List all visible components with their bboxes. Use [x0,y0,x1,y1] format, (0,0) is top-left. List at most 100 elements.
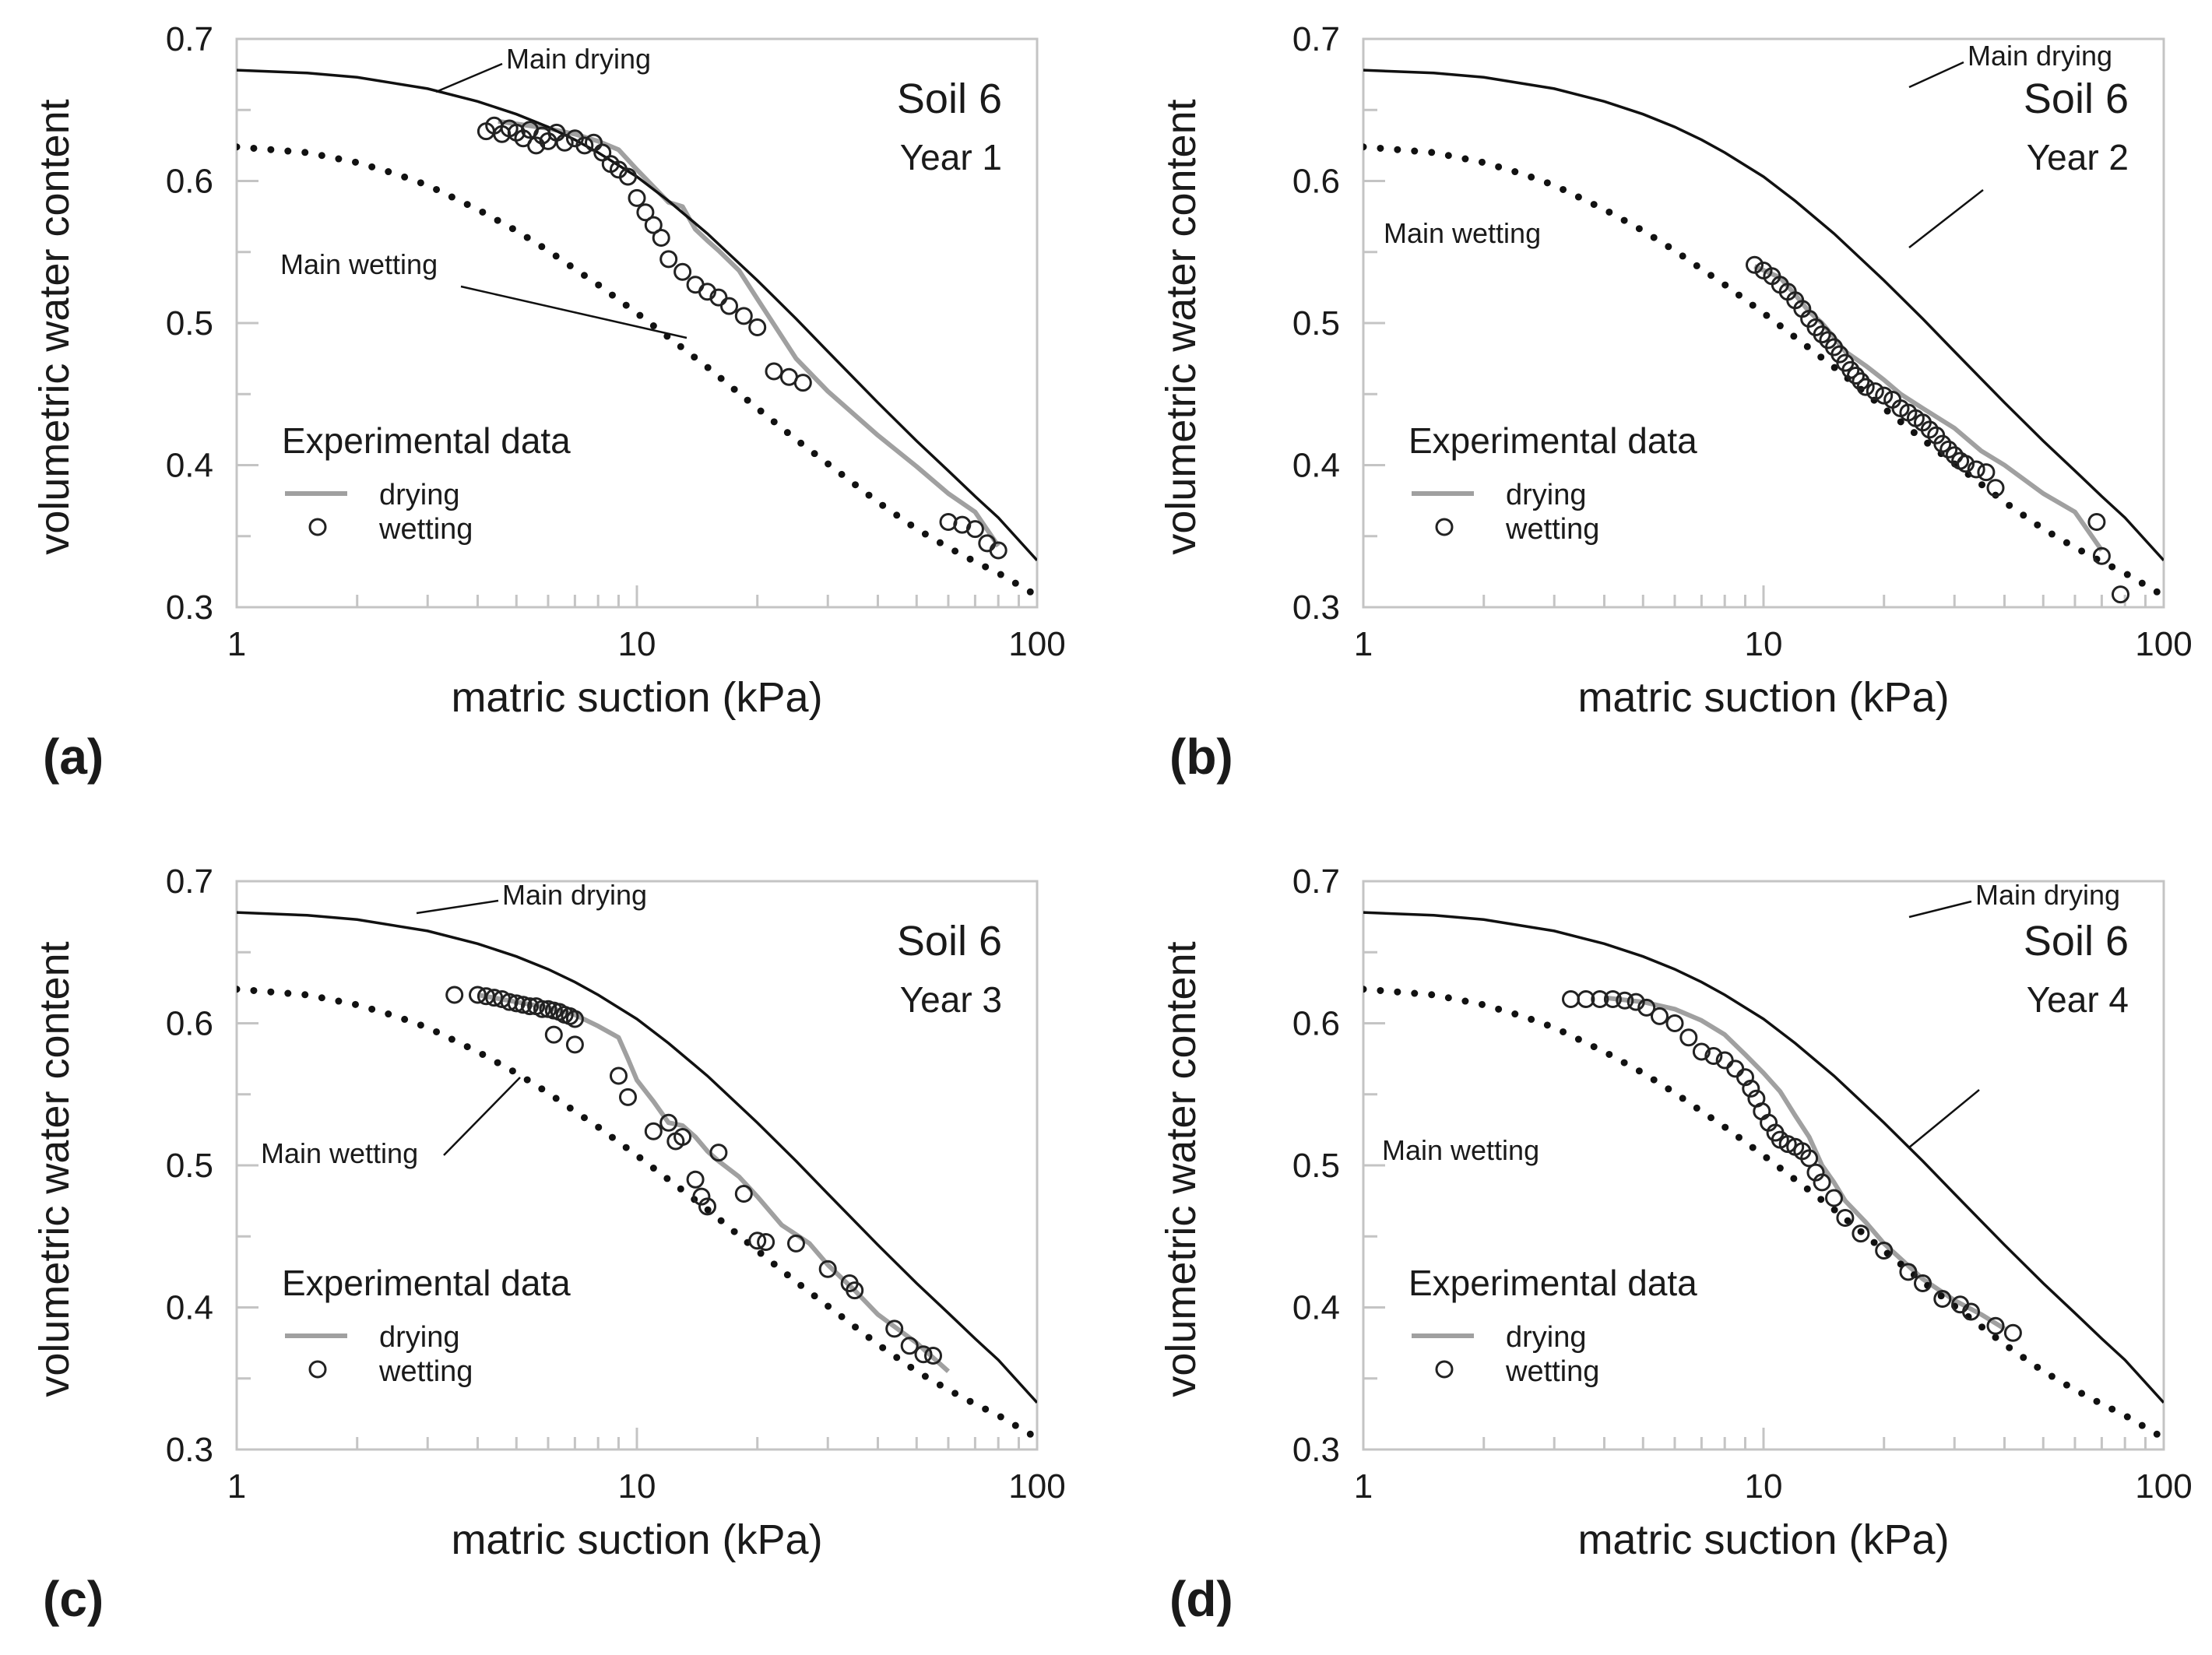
wetting-point [1852,1225,1870,1243]
y-tick-label: 0.7 [1292,863,1340,901]
chart-title: Soil 6 [2024,918,2129,965]
y-tick-label: 0.4 [166,447,213,485]
wetting-point [445,986,464,1004]
wetting-point [1914,1274,1932,1292]
y-tick-label: 0.5 [166,304,213,343]
chart-subtitle: Year 1 [900,137,1002,177]
y-tick-label: 0.6 [166,163,213,201]
wetting-point [628,188,646,207]
wetting-point [765,362,783,381]
drying-data-line [477,993,951,1373]
plot-frame [235,37,1039,609]
wetting-point [636,203,655,222]
legend-drying-label: drying [1506,1321,1587,1354]
main-drying-curve [237,911,1037,1404]
x-tick-label: 1 [1354,625,1373,663]
wetting-point [757,1233,775,1251]
wetting-point [734,307,753,325]
chart-subtitle: Year 2 [2027,137,2129,177]
legend-wetting-swatch [308,518,327,536]
wetting-point [846,1281,864,1300]
wetting-point [1704,1047,1723,1065]
wetting-point [978,534,997,553]
y-axis-title: volumetric water content [1158,941,1204,1397]
chart-subtitle: Year 4 [2027,979,2129,1020]
wetting-point [900,1337,919,1355]
x-axis-title: matric suction (kPa) [451,674,822,721]
wetting-point [720,297,738,315]
chart-title: Soil 6 [2024,76,2129,122]
main-wetting-annotation: Main wetting [1384,217,1541,249]
wetting-point [885,1319,904,1338]
y-tick-label: 0.7 [166,863,213,901]
wetting-point [507,994,526,1013]
x-tick-label: 1 [1354,1467,1373,1506]
y-tick-label: 0.7 [166,20,213,58]
main-wetting-leader [1908,189,1984,248]
panel-label: (d) [1169,1571,1233,1627]
wetting-point [1591,990,1609,1008]
legend-wetting-swatch [1435,518,1454,536]
wetting-point [1692,1042,1711,1061]
wetting-point [1875,386,1894,405]
wetting-point [2003,1323,2022,1342]
main-wetting-curve [1363,986,2164,1442]
wetting-point [555,133,574,152]
wetting-point [1746,255,1764,274]
wetting-point [748,318,767,336]
wetting-point [544,1025,563,1044]
legend-wetting-swatch [1435,1360,1454,1379]
legend-wetting-label: wetting [378,513,473,546]
wetting-point [673,262,692,281]
wetting-point [709,288,728,307]
wetting-point [1847,367,1865,385]
main-drying-leader [1908,61,1964,89]
main-drying-leader [435,62,503,93]
main-wetting-annotation: Main wetting [280,248,438,280]
x-axis-title: matric suction (kPa) [1577,674,1949,721]
wetting-point [644,1122,663,1140]
panel-label: (c) [43,1571,104,1627]
wetting-point [1986,1316,2005,1335]
wetting-point [1939,440,1958,459]
panel-b: 0.3 0.4 0.5 0.6 0.7 1 10 100 matric suction (kPa… [1158,20,2193,785]
wetting-point [1562,990,1580,1008]
main-wetting-annotation: Main wetting [1382,1134,1539,1166]
legend-wetting-label: wetting [1505,513,1599,546]
chart-title: Soil 6 [897,918,1002,965]
wetting-point [1962,1302,1980,1321]
wetting-point [469,986,487,1004]
main-wetting-curve [1363,143,2164,599]
wetting-point [1933,434,1952,453]
wetting-point [652,229,670,247]
wetting-point [514,996,533,1014]
wetting-point [1726,1059,1745,1078]
wetting-point [965,520,984,539]
legend-title: Experimental data [282,1263,571,1303]
wetting-point [1852,372,1870,391]
wetting-point [1637,998,1656,1017]
wetting-point [1899,1263,1918,1281]
wetting-point [686,1170,705,1189]
wetting-point [2087,513,2106,531]
x-tick-label: 100 [1008,1467,1065,1506]
main-wetting-leader [460,285,688,339]
y-axis-title: volumetric water content [31,941,78,1397]
wetting-point [734,1185,753,1203]
wetting-point [527,136,546,155]
wetting-point [1841,360,1860,379]
wetting-point [610,1066,628,1085]
wetting-point [1813,325,1831,344]
wetting-point [1825,1189,1843,1207]
wetting-point [1742,1079,1760,1098]
drying-data-line [498,118,1000,548]
y-tick-label: 0.3 [1292,1431,1340,1469]
main-wetting-curve [237,986,1037,1442]
panel-c: 0.3 0.4 0.5 0.6 0.7 1 10 100 matric suction (kPa… [31,863,1066,1627]
main-drying-annotation: Main drying [502,879,647,911]
legend-drying-label: drying [379,479,460,511]
y-tick-label: 0.4 [166,1289,213,1327]
wetting-point [914,1345,933,1364]
y-tick-label: 0.3 [166,1431,213,1469]
panel-a: 0.3 0.4 0.5 0.6 0.7 1 10 100 matric suction (kPa… [31,20,1066,785]
